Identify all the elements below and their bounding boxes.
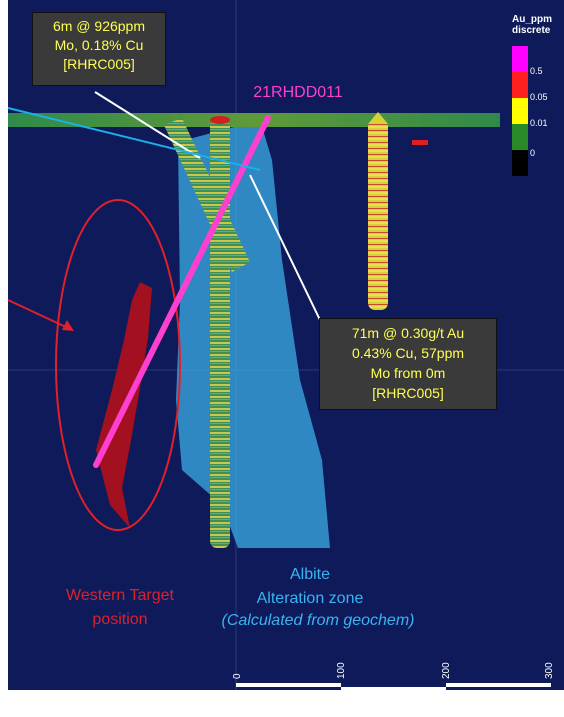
drill-hole-collar-marker — [412, 140, 428, 145]
legend-title-line: discrete — [512, 25, 551, 36]
planned-hole-21rhdd011 — [93, 115, 271, 468]
albite-label-line: Albite — [289, 566, 331, 583]
albite-label: Albite Alteration zone — [210, 563, 410, 611]
legend-title-line: Au_ppm — [512, 14, 552, 25]
scale-tick-label: 300 — [544, 662, 555, 679]
callout-line: 6m @ 926ppm — [52, 18, 146, 34]
leader-line-cyan — [7, 107, 261, 171]
scale-bar-segment — [446, 683, 551, 687]
western-target-label-line: Western Target — [66, 587, 174, 604]
callout-line: [RHRC005] — [63, 56, 135, 72]
legend-swatch — [512, 98, 528, 124]
western-target-label: Western Target position — [30, 584, 210, 632]
legend-colorbar — [512, 46, 528, 176]
drill-hole-collar — [210, 116, 230, 124]
arrow-red — [7, 299, 69, 329]
callout-line: 0.43% Cu, 57ppm — [351, 345, 465, 361]
leader-line-top-left — [94, 91, 201, 159]
leader-line-right — [249, 174, 321, 321]
legend-swatch — [512, 46, 528, 72]
scale-tick-label: 0 — [232, 673, 243, 679]
western-target-ellipse — [55, 199, 181, 531]
legend-value: 0.05 — [530, 92, 548, 102]
scale-bar-segment — [341, 687, 446, 691]
drill-hole-vertical-east — [368, 120, 388, 310]
callout-line: 71m @ 0.30g/t Au — [351, 325, 465, 341]
callout-line: [RHRC005] — [372, 385, 444, 401]
drill-hole-traces — [164, 112, 428, 548]
legend-swatch — [512, 72, 528, 98]
scale-bar-segment — [236, 683, 341, 687]
albite-label-line: Alteration zone — [256, 590, 364, 607]
scale-bar — [236, 683, 551, 691]
callout-top-left: 6m @ 926ppm Mo, 0.18% Cu [RHRC005] — [32, 12, 166, 86]
callout-line: Mo from 0m — [370, 365, 446, 381]
albite-note: (Calculated from geochem) — [221, 612, 415, 629]
drill-hole-inclined — [164, 118, 250, 272]
western-target-label-line: position — [92, 611, 148, 628]
scale-tick-label: 100 — [336, 662, 347, 679]
surface-topography — [8, 113, 500, 127]
legend-value: 0.01 — [530, 118, 548, 128]
hole-label: 21RHDD011 — [253, 84, 343, 101]
scale-tick-label: 200 — [441, 662, 452, 679]
drill-hole-tip — [368, 112, 388, 124]
arrow-red-head — [62, 320, 74, 331]
callout-right: 71m @ 0.30g/t Au 0.43% Cu, 57ppm Mo from… — [319, 318, 497, 410]
legend-swatch — [512, 124, 528, 150]
legend-value: 0 — [530, 148, 536, 158]
callout-line: Mo, 0.18% Cu — [54, 37, 144, 53]
legend-value: 0.5 — [530, 66, 543, 76]
legend-title: Au_ppm discrete — [512, 14, 562, 36]
legend-swatch — [512, 150, 528, 176]
